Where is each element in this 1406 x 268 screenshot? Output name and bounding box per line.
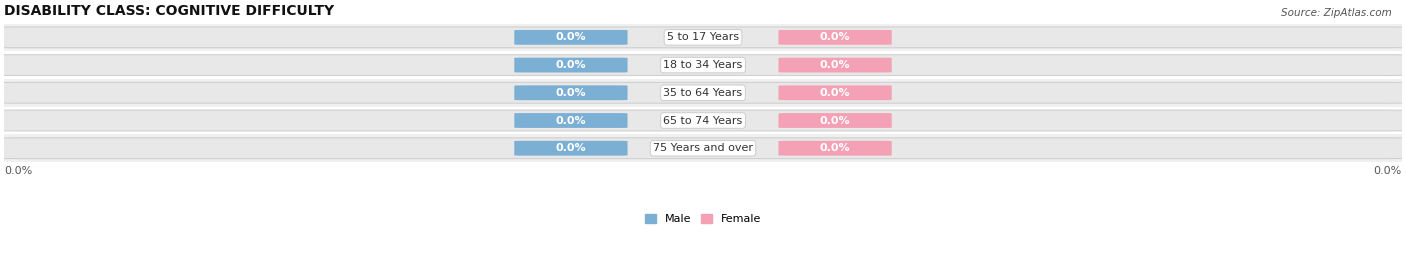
Text: 0.0%: 0.0% — [820, 88, 851, 98]
Bar — [4, 24, 1402, 51]
FancyBboxPatch shape — [779, 141, 891, 156]
Text: 0.0%: 0.0% — [820, 116, 851, 125]
Text: 0.0%: 0.0% — [555, 143, 586, 153]
FancyBboxPatch shape — [515, 30, 627, 45]
Text: 0.0%: 0.0% — [555, 60, 586, 70]
FancyBboxPatch shape — [515, 85, 627, 100]
Text: 0.0%: 0.0% — [555, 88, 586, 98]
FancyBboxPatch shape — [0, 27, 1406, 48]
FancyBboxPatch shape — [779, 113, 891, 128]
FancyBboxPatch shape — [515, 113, 627, 128]
FancyBboxPatch shape — [0, 110, 1406, 131]
Text: 0.0%: 0.0% — [820, 32, 851, 42]
FancyBboxPatch shape — [779, 85, 891, 100]
Bar — [4, 107, 1402, 134]
Legend: Male, Female: Male, Female — [641, 209, 765, 229]
Text: DISABILITY CLASS: COGNITIVE DIFFICULTY: DISABILITY CLASS: COGNITIVE DIFFICULTY — [4, 4, 335, 18]
Text: Source: ZipAtlas.com: Source: ZipAtlas.com — [1281, 8, 1392, 18]
Text: 18 to 34 Years: 18 to 34 Years — [664, 60, 742, 70]
FancyBboxPatch shape — [0, 138, 1406, 159]
Text: 0.0%: 0.0% — [820, 143, 851, 153]
Text: 0.0%: 0.0% — [1374, 166, 1402, 176]
FancyBboxPatch shape — [515, 58, 627, 72]
Text: 75 Years and over: 75 Years and over — [652, 143, 754, 153]
Text: 65 to 74 Years: 65 to 74 Years — [664, 116, 742, 125]
Bar — [4, 51, 1402, 79]
Bar — [4, 134, 1402, 162]
Text: 0.0%: 0.0% — [555, 32, 586, 42]
Bar — [4, 79, 1402, 107]
Text: 35 to 64 Years: 35 to 64 Years — [664, 88, 742, 98]
FancyBboxPatch shape — [0, 82, 1406, 103]
FancyBboxPatch shape — [779, 58, 891, 72]
Text: 0.0%: 0.0% — [4, 166, 32, 176]
Text: 0.0%: 0.0% — [555, 116, 586, 125]
Text: 0.0%: 0.0% — [820, 60, 851, 70]
FancyBboxPatch shape — [515, 141, 627, 156]
FancyBboxPatch shape — [779, 30, 891, 45]
Text: 5 to 17 Years: 5 to 17 Years — [666, 32, 740, 42]
FancyBboxPatch shape — [0, 55, 1406, 76]
